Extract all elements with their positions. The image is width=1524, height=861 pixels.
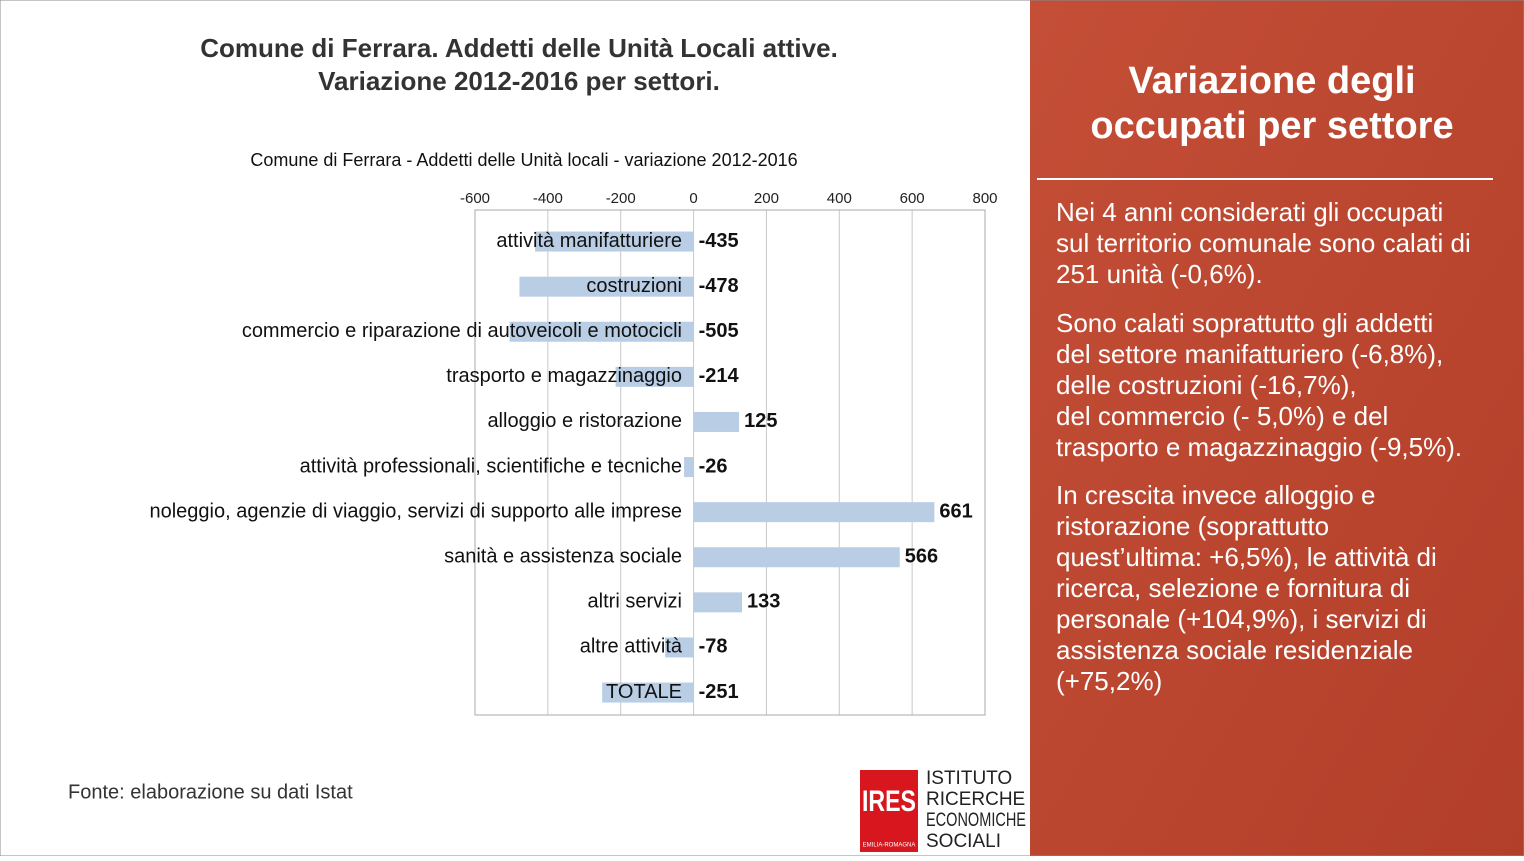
panel-text: delle costruzioni (-16,7%),: [1056, 370, 1357, 400]
value-label: -435: [699, 230, 739, 252]
logo-text: RICERCHE: [926, 789, 1025, 810]
logo-text: SOCIALI: [926, 831, 1001, 852]
panel-text: assistenza sociale residenziale: [1056, 635, 1413, 665]
bar: [615, 366, 694, 387]
category-label: TOTALE: [606, 681, 682, 703]
category-label: alloggio e ristorazione: [487, 410, 682, 432]
panel-text: In crescita invece alloggio e: [1056, 480, 1375, 510]
panel-text: del settore manifatturiero (-6,8%),: [1056, 339, 1443, 369]
category-label: noleggio, agenzie di viaggio, servizi di…: [149, 500, 682, 522]
panel-text: ricerca, selezione e fornitura di: [1056, 573, 1410, 603]
bar: [535, 231, 694, 252]
x-tick-label: -200: [606, 190, 636, 207]
panel-text: quest’ultima: +6,5%), le attività di: [1056, 542, 1437, 572]
chart-title: Comune di Ferrara - Addetti delle Unità …: [250, 150, 797, 170]
x-tick-label: 0: [689, 190, 697, 207]
bar: [519, 276, 694, 297]
value-label: -251: [699, 681, 739, 703]
category-label: altre attività: [580, 636, 683, 658]
panel-heading: occupati per settore: [1090, 105, 1453, 147]
value-label: -505: [699, 320, 739, 342]
panel-text: 251 unità (-0,6%).: [1056, 259, 1263, 289]
side-panel: [1030, 0, 1524, 856]
x-tick-label: -400: [533, 190, 563, 207]
category-label: altri servizi: [588, 591, 682, 613]
plot-frame: [474, 209, 986, 716]
x-tick-label: 200: [754, 190, 779, 207]
logo-text: ECONOMICHE: [926, 810, 1026, 831]
panel-text: Nei 4 anni considerati gli occupati: [1056, 197, 1443, 227]
category-label: trasporto e magazzinaggio: [446, 365, 682, 387]
panel-text: sul territorio comunale sono calati di: [1056, 228, 1471, 258]
bar: [693, 592, 743, 613]
bar: [693, 411, 740, 432]
category-label: attività manifatturiere: [496, 230, 682, 252]
x-tick-label: 800: [972, 190, 997, 207]
logo-region: EMILIA-ROMAGNA: [863, 843, 916, 849]
bar: [684, 457, 694, 478]
logo-text: ISTITUTO: [926, 768, 1012, 789]
value-label: 566: [905, 546, 938, 568]
x-tick-label: 600: [900, 190, 925, 207]
value-label: -78: [699, 636, 728, 658]
panel-text: trasporto e magazzinaggio (-9,5%).: [1056, 432, 1462, 462]
category-label: costruzioni: [586, 275, 682, 297]
x-tick-label: -600: [460, 190, 490, 207]
logo-block: [860, 770, 918, 852]
panel-text: del commercio (- 5,0%) e del: [1056, 401, 1388, 431]
panel-heading: Variazione degli: [1128, 60, 1415, 102]
x-tick-label: 400: [827, 190, 852, 207]
panel-text: Sono calati soprattutto gli addetti: [1056, 308, 1433, 338]
bar: [693, 547, 900, 568]
value-label: -26: [699, 455, 728, 477]
value-label: 661: [939, 500, 972, 522]
panel-text: (+75,2%): [1056, 666, 1162, 696]
category-label: sanità e assistenza sociale: [444, 546, 682, 568]
panel-text: personale (+104,9%), i servizi di: [1056, 604, 1427, 634]
category-label: attività professionali, scientifiche e t…: [300, 455, 682, 477]
panel-text: ristorazione (soprattutto: [1056, 511, 1329, 541]
value-label: 125: [744, 410, 777, 432]
bar: [665, 637, 694, 658]
logo-mark: IRES: [862, 785, 916, 818]
value-label: 133: [747, 591, 780, 613]
bar: [509, 321, 694, 342]
category-label: commercio e riparazione di autoveicoli e…: [242, 320, 682, 342]
bar: [602, 682, 694, 703]
slide-title: Variazione 2012-2016 per settori.: [318, 66, 720, 96]
value-label: -478: [699, 275, 739, 297]
source-note: Fonte: elaborazione su dati Istat: [68, 781, 353, 803]
slide-title: Comune di Ferrara. Addetti delle Unità L…: [200, 33, 838, 63]
value-label: -214: [699, 365, 740, 387]
bar: [693, 502, 935, 523]
chart-area: [30, 125, 1015, 727]
